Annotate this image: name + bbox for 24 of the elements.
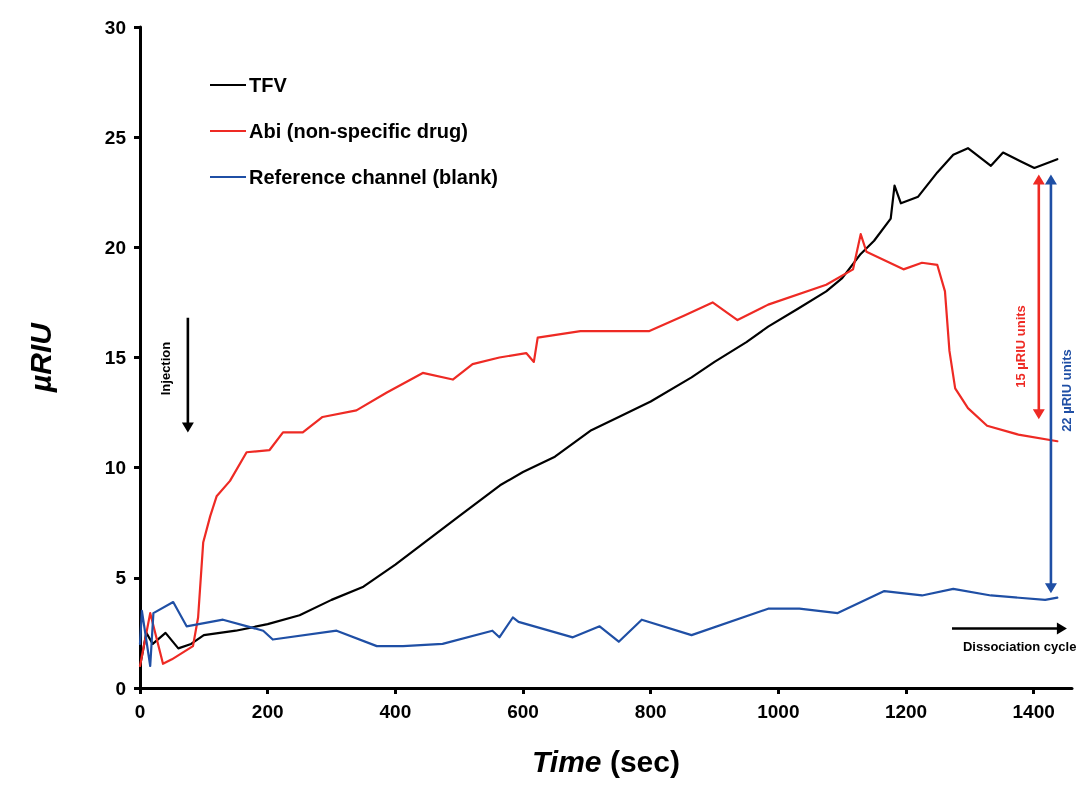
annotation: 22 µRIU units <box>1059 349 1075 432</box>
y-tick-label: 25 <box>104 126 127 148</box>
x-tick-label: 0 <box>134 701 146 722</box>
x-tick-label: 400 <box>379 701 412 722</box>
legend-label: Reference channel (blank) <box>249 166 498 188</box>
annotation: 15 µRIU units <box>1013 305 1029 388</box>
y-tick-label: 5 <box>115 567 127 589</box>
x-tick-label: 1400 <box>1012 701 1055 722</box>
legend-label: TFV <box>249 74 288 96</box>
x-axis-title: Time (sec) <box>532 744 680 778</box>
y-tick-label: 10 <box>104 457 126 479</box>
x-tick-label: 1200 <box>884 701 928 722</box>
y-tick-label: 30 <box>104 16 126 38</box>
annotation: Dissociation cycle <box>962 638 1077 654</box>
y-tick-label: 15 <box>104 347 127 368</box>
x-tick-label: 600 <box>507 701 539 722</box>
y-axis-title: µRIU <box>23 321 57 393</box>
x-tick-label: 200 <box>251 701 284 722</box>
y-tick-label: 0 <box>115 677 126 699</box>
annotation: Injection <box>158 341 174 396</box>
legend-label: Abi (non-specific drug) <box>249 120 468 142</box>
x-tick-label: 800 <box>634 701 667 722</box>
x-tick-label: 1000 <box>757 701 800 722</box>
y-tick-label: 20 <box>104 236 126 258</box>
